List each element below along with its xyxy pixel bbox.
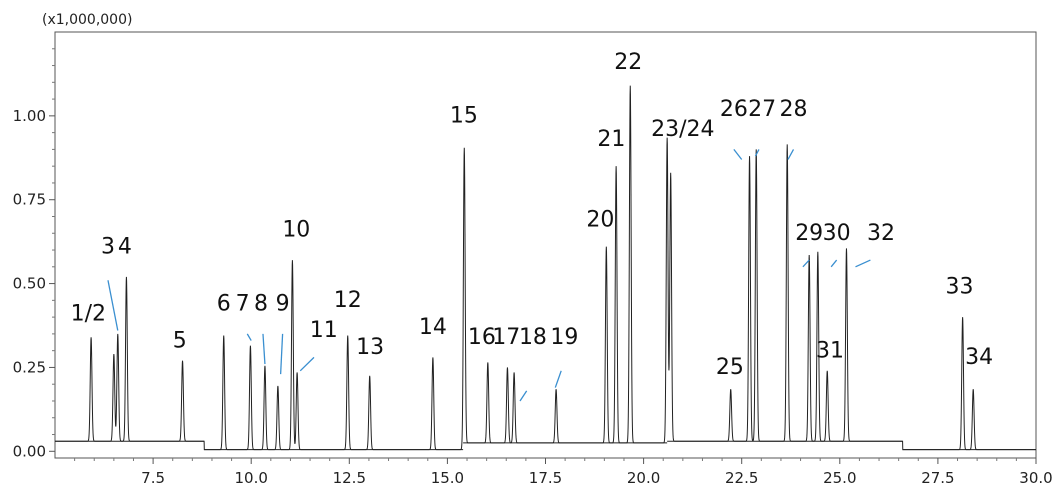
peak-label: 7 [236, 291, 250, 316]
y-tick-label: 0.50 [13, 275, 46, 293]
peak-label: 21 [597, 127, 625, 152]
leader-line [554, 370, 562, 388]
leader-line [246, 333, 252, 341]
x-tick-label: 7.5 [141, 469, 165, 487]
peak-label: 23/24 [651, 117, 714, 142]
peak-label: 18 [519, 325, 547, 350]
peak-label: 16 [468, 325, 496, 350]
leader-line [519, 390, 528, 402]
x-tick-label: 10.0 [234, 469, 267, 487]
leader-line [802, 259, 810, 268]
peak-label: 17 [492, 325, 520, 350]
x-tick-label: 12.5 [333, 469, 366, 487]
peak-label: 15 [450, 104, 478, 129]
peak-label: 5 [173, 328, 187, 353]
peak-label: 20 [586, 208, 614, 233]
x-tick-label: 30.0 [1019, 469, 1052, 487]
peak-label: 8 [254, 291, 268, 316]
peak-label: 19 [550, 325, 578, 350]
peak-label: 30 [823, 221, 851, 246]
y-tick-label: 0.00 [13, 442, 46, 460]
x-tick-label: 25.0 [823, 469, 856, 487]
peak-label: 9 [276, 291, 290, 316]
x-tick-label: 15.0 [431, 469, 464, 487]
peak-label: 12 [334, 288, 362, 313]
peak-label: 3 [101, 234, 115, 259]
y-tick-label: 0.75 [13, 191, 46, 209]
peak-label: 10 [282, 218, 310, 243]
chromatogram-trace [55, 85, 1036, 451]
peak-label: 11 [310, 318, 338, 343]
leader-line [787, 149, 795, 160]
peak-label: 32 [867, 221, 895, 246]
y-tick-label: 0.25 [13, 358, 46, 376]
leader-line [830, 259, 838, 268]
peak-label: 26 [720, 97, 748, 122]
x-tick-label: 17.5 [529, 469, 562, 487]
leader-line [733, 149, 743, 160]
y-tick-label: 1.00 [13, 107, 46, 125]
peak-label: 33 [945, 275, 973, 300]
leader-line [279, 333, 284, 375]
peak-label: 22 [614, 50, 642, 75]
x-tick-label: 27.5 [921, 469, 954, 487]
peak-label: 28 [779, 97, 807, 122]
leader-line [262, 333, 266, 365]
x-tick-label: 22.5 [725, 469, 758, 487]
peak-label: 4 [118, 234, 132, 259]
leader-line [855, 259, 871, 268]
peak-label: 27 [748, 97, 776, 122]
leader-lines [107, 149, 871, 402]
x-tick-label: 20.0 [627, 469, 660, 487]
peak-label: 25 [716, 355, 744, 380]
peak-label: 29 [795, 221, 823, 246]
leader-line [754, 149, 760, 157]
peak-label: 1/2 [71, 301, 106, 326]
peak-label: 34 [965, 345, 993, 370]
leader-line [107, 280, 119, 331]
axes: 7.5 10.0 12.5 15.0 17.5 20.0 22.5 25.0 27.5 30.00… [13, 48, 1053, 487]
peak-label: 31 [816, 338, 844, 363]
peak-label: 14 [419, 315, 447, 340]
leader-line [299, 356, 315, 372]
peak-label: 6 [217, 291, 231, 316]
peak-label: 13 [356, 335, 384, 360]
y-scale-label: (x1,000,000) [42, 12, 132, 28]
